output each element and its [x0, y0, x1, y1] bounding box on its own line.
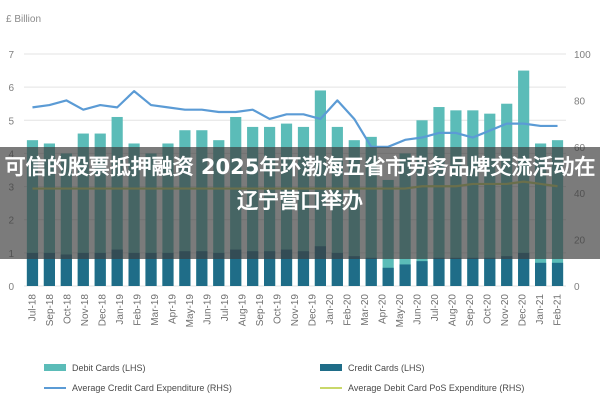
x-axis-ticks: Jul-18 Sep-18 Oct-18 Nov-18 Dec-18 Jan-19 Feb-…	[28, 294, 564, 328]
credit-bar-20	[365, 257, 377, 286]
x-tick-label-19: Mar-20	[360, 294, 371, 326]
x-tick-label-2: Oct-18	[63, 294, 74, 324]
y2-tick-label-5: 100	[574, 50, 591, 61]
legend-swatch-credit	[320, 364, 342, 371]
y-axis-unit-label: £ Billion	[6, 14, 41, 25]
credit-bar-9	[179, 251, 191, 286]
credit-bar-14	[264, 251, 276, 286]
credit-bar-21	[382, 267, 394, 286]
credit-bar-12	[230, 249, 242, 286]
x-tick-label-28: Dec-20	[517, 294, 528, 327]
x-tick-label-26: Oct-20	[482, 294, 493, 324]
legend-label-credit: Credit Cards (LHS)	[348, 363, 425, 373]
y2-tick-label-0: 0	[574, 282, 580, 293]
x-tick-label-20: Apr-20	[377, 294, 388, 324]
x-tick-label-14: Oct-19	[273, 294, 284, 324]
credit-bar-27	[484, 257, 496, 286]
credit-bar-25	[450, 257, 462, 286]
credit-bar-4	[94, 252, 106, 286]
x-tick-label-25: Sep-20	[465, 294, 476, 327]
x-tick-label-9: May-19	[185, 294, 196, 328]
x-tick-label-6: Feb-19	[133, 294, 144, 326]
credit-bar-17	[314, 246, 326, 286]
headline-overlay	[0, 147, 600, 259]
x-tick-label-12: Aug-19	[238, 294, 249, 327]
credit-bar-19	[348, 256, 360, 286]
credit-bar-0	[26, 252, 39, 286]
credit-bar-28	[501, 256, 513, 286]
credit-bar-22	[399, 264, 411, 286]
headline-text: 可信的股票抵押融资 2025年环渤海五省市劳务品牌交流活动在辽宁营口举办	[4, 155, 596, 213]
credit-bar-30	[535, 262, 547, 286]
credit-bar-31	[551, 262, 564, 286]
credit-bar-18	[331, 252, 343, 286]
credit-bar-1	[43, 252, 55, 286]
y-tick-label-6: 6	[8, 83, 14, 94]
x-tick-label-30: Feb-21	[552, 294, 563, 326]
legend-swatch-debit	[44, 364, 66, 371]
x-tick-label-11: Jul-19	[220, 294, 231, 322]
y-tick-label-5: 5	[8, 116, 14, 127]
credit-bar-6	[128, 252, 140, 286]
x-tick-label-3: Nov-18	[80, 294, 91, 327]
credit-bar-2	[60, 254, 72, 286]
credit-bar-11	[213, 252, 225, 286]
x-tick-label-22: Jun-20	[412, 294, 423, 325]
x-tick-label-1: Sep-18	[45, 294, 56, 327]
credit-bar-15	[280, 249, 293, 286]
x-tick-label-29: Jan-21	[535, 294, 546, 325]
credit-bar-23	[416, 261, 428, 286]
y-tick-label-7: 7	[8, 50, 14, 61]
x-tick-label-17: Jan-20	[325, 294, 336, 325]
legend-label-avg-credit: Average Credit Card Expenditure (RHS)	[72, 383, 232, 393]
x-tick-label-4: Dec-18	[98, 294, 109, 327]
x-tick-label-0: Jul-18	[28, 294, 39, 322]
avg-credit-line	[32, 90, 558, 148]
legend: Debit Cards (LHS) Credit Cards (LHS) Ave…	[44, 363, 524, 393]
credit-bar-13	[247, 251, 259, 286]
x-tick-label-8: Apr-19	[168, 294, 179, 324]
credit-bar-29	[518, 252, 530, 286]
y-tick-label-0: 0	[8, 282, 14, 293]
x-tick-label-13: Sep-19	[255, 294, 266, 327]
credit-bar-16	[297, 251, 310, 286]
y2-tick-label-4: 80	[574, 96, 586, 107]
x-tick-label-15: Nov-19	[290, 294, 301, 327]
x-tick-label-10: Jun-19	[203, 294, 214, 325]
x-tick-label-16: Dec-19	[307, 294, 318, 327]
credit-bar-10	[196, 251, 208, 286]
credit-bar-3	[77, 252, 89, 286]
x-tick-label-24: Aug-20	[447, 294, 458, 327]
x-tick-label-7: Mar-19	[150, 294, 161, 326]
credit-bar-8	[162, 252, 174, 286]
legend-label-debit: Debit Cards (LHS)	[72, 363, 146, 373]
credit-bar-26	[467, 257, 479, 286]
x-tick-label-21: May-20	[395, 294, 406, 328]
credit-bar-24	[433, 257, 445, 286]
credit-bar-5	[111, 249, 123, 286]
x-tick-label-5: Jan-19	[115, 294, 126, 325]
x-tick-label-23: Jul-20	[430, 294, 441, 322]
x-tick-label-27: Nov-20	[500, 294, 511, 327]
credit-bar-7	[145, 252, 157, 286]
x-tick-label-18: Feb-20	[342, 294, 353, 326]
legend-label-avg-debit: Average Debit Card PoS Expenditure (RHS)	[348, 383, 524, 393]
credit-bars	[26, 246, 564, 286]
